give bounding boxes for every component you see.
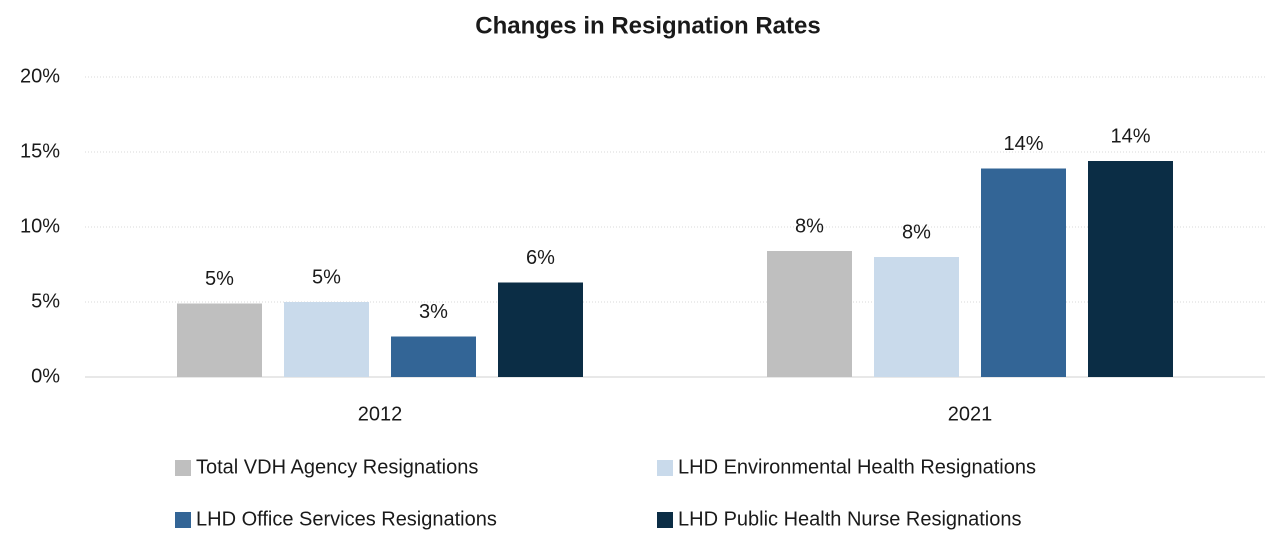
bar	[177, 303, 262, 377]
y-tick-label: 10%	[20, 215, 60, 237]
value-label: 14%	[1110, 125, 1150, 147]
bar	[391, 336, 476, 377]
legend-swatch	[175, 460, 191, 476]
x-tick-label: 2012	[358, 403, 403, 425]
y-tick-label: 5%	[31, 290, 60, 312]
legend-swatch	[657, 460, 673, 476]
bar	[981, 168, 1066, 377]
legend-label: LHD Office Services Resignations	[196, 508, 497, 530]
legend-label: Total VDH Agency Resignations	[196, 456, 478, 478]
bar	[874, 257, 959, 377]
y-tick-label: 15%	[20, 140, 60, 162]
legend-swatch	[175, 512, 191, 528]
chart-title: Changes in Resignation Rates	[475, 12, 820, 39]
legend-swatch	[657, 512, 673, 528]
value-label: 14%	[1003, 133, 1043, 155]
legend-label: LHD Environmental Health Resignations	[678, 456, 1036, 478]
value-label: 3%	[419, 301, 448, 323]
value-label: 5%	[312, 266, 341, 288]
value-label: 5%	[205, 268, 234, 290]
bar	[284, 302, 369, 377]
value-label: 8%	[902, 221, 931, 243]
bar	[767, 251, 852, 377]
y-tick-label: 20%	[20, 65, 60, 87]
x-tick-label: 2021	[948, 403, 993, 425]
value-label: 8%	[795, 215, 824, 237]
y-tick-label: 0%	[31, 365, 60, 387]
bar	[498, 282, 583, 377]
value-label: 6%	[526, 247, 555, 269]
legend-label: LHD Public Health Nurse Resignations	[678, 508, 1022, 530]
bar	[1088, 161, 1173, 377]
